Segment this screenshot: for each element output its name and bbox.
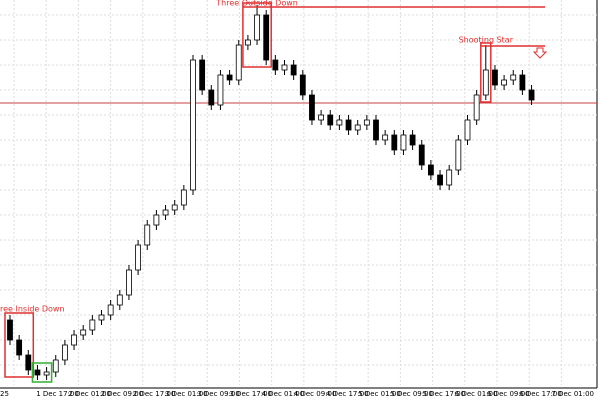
candle-body (52, 359, 59, 373)
candle-body (62, 344, 68, 361)
candle-body (464, 119, 471, 141)
pattern-label: Shooting Star (459, 36, 514, 45)
pattern-box (4, 312, 35, 378)
x-tick-label: 25 (0, 390, 9, 398)
candle-body (327, 114, 334, 126)
candle-body (180, 189, 187, 206)
x-tick-label: 6 Dec 17:00 (519, 390, 562, 398)
x-tick-label: 6 Dec 01:00 (455, 390, 498, 398)
pattern-label: Three Outside Down (215, 0, 298, 8)
candle-body (135, 244, 142, 271)
candle-body (116, 294, 123, 306)
candle-body (144, 224, 151, 246)
candle-body (492, 69, 498, 86)
x-tick-label: 6 Dec 09:00 (487, 390, 530, 398)
candle-body (446, 169, 453, 186)
x-tick-label: 7 Dec 01:00 (551, 390, 594, 398)
candle-body (34, 369, 41, 376)
candle-body (290, 64, 297, 76)
candle-body (254, 14, 260, 41)
x-tick-label: 4 Dec 09:00 (294, 390, 337, 398)
x-tick-label: 1 Dec 17:00 (36, 390, 79, 398)
candle-body (281, 64, 288, 71)
x-tick-label: 2 Dec 09:00 (101, 390, 144, 398)
candle-body (318, 114, 325, 121)
candle-body (7, 319, 13, 341)
candle-body (25, 354, 32, 371)
x-tick-label: 3 Dec 01:00 (165, 390, 208, 398)
pattern-label: ree Inside Down (0, 305, 65, 314)
candle-body (528, 89, 535, 101)
candle-body (80, 329, 87, 336)
candle-body (427, 164, 434, 176)
candle-body (126, 269, 132, 296)
candle-body (391, 134, 398, 151)
candle-body (235, 44, 242, 81)
candle-body (71, 334, 77, 346)
pattern-box (480, 42, 492, 103)
x-tick-label: 2 Dec 01:00 (68, 390, 111, 398)
x-tick-label: 4 Dec 01:00 (262, 390, 305, 398)
candle-body (482, 69, 489, 96)
x-tick-label: 3 Dec 09:00 (197, 390, 240, 398)
x-tick-label: 5 Dec 01:00 (358, 390, 401, 398)
candle-body (244, 39, 251, 46)
candle-body (382, 134, 389, 141)
candle-body (309, 94, 315, 121)
x-tick-label: 5 Dec 17:00 (423, 390, 466, 398)
candle-body (455, 139, 462, 171)
candle-body (89, 319, 96, 331)
candle-body (519, 74, 526, 91)
x-tick-label: 3 Dec 17:00 (229, 390, 272, 398)
candle-body (226, 74, 233, 81)
candle-body (299, 74, 306, 96)
candle-body (153, 214, 160, 226)
candle-body (418, 144, 425, 166)
candle-body (501, 79, 508, 86)
candle-body (354, 124, 361, 131)
candle-body (272, 59, 279, 71)
pattern-box (242, 2, 272, 68)
candle-body (336, 119, 343, 126)
x-tick-label: 4 Dec 17:00 (326, 390, 369, 398)
candle-body (199, 59, 206, 91)
pattern-box (31, 362, 53, 383)
candle-body (190, 59, 196, 191)
candle-body (162, 209, 169, 216)
candle-body (373, 119, 379, 141)
candle-body (171, 204, 178, 211)
candle-body (208, 89, 215, 106)
candle-body (98, 314, 105, 321)
candle-body (473, 94, 480, 121)
candle-body (409, 134, 416, 146)
candle-body (437, 174, 443, 186)
candle-body (16, 339, 23, 356)
candle-body (363, 119, 370, 126)
candle-body (400, 134, 407, 151)
plot: ree Inside Down Three Outside Down Shootin… (0, 0, 597, 383)
candle-body (107, 304, 114, 316)
candle-body (345, 119, 352, 131)
candle-body (43, 371, 50, 376)
x-tick-label: 5 Dec 09:00 (390, 390, 433, 398)
grid (0, 0, 597, 385)
down-arrow (532, 47, 548, 59)
candle-body (263, 14, 270, 61)
x-tick-label: 2 Dec 17:00 (133, 390, 176, 398)
candle-body (217, 74, 224, 106)
candle-body (510, 74, 517, 81)
